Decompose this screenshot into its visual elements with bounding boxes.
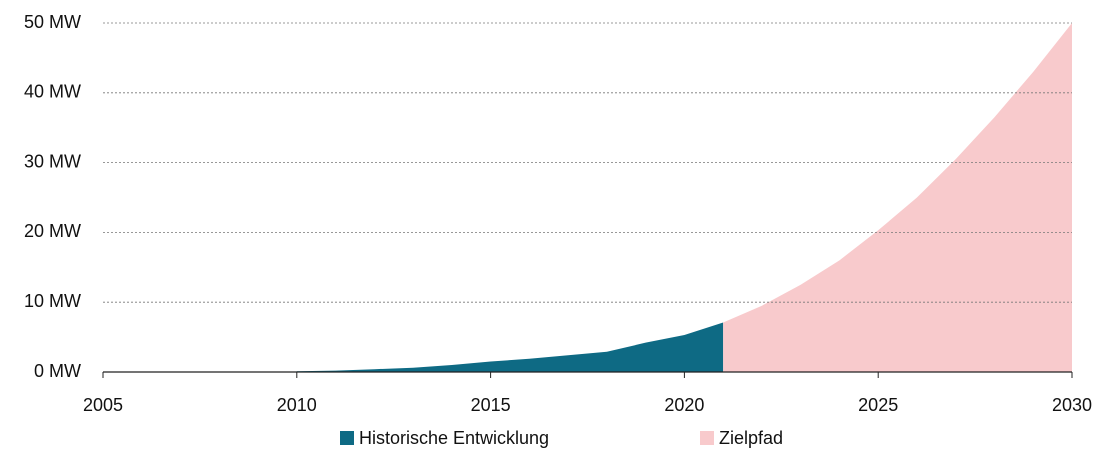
legend-label: Historische Entwicklung bbox=[359, 428, 549, 448]
x-tick-label: 2030 bbox=[1052, 395, 1092, 415]
y-tick-label: 0 MW bbox=[34, 361, 81, 381]
legend-label: Zielpfad bbox=[719, 428, 783, 448]
y-tick-label: 40 MW bbox=[24, 82, 81, 102]
x-tick-label: 2005 bbox=[83, 395, 123, 415]
legend-swatch bbox=[700, 431, 714, 445]
x-tick-label: 2025 bbox=[858, 395, 898, 415]
legend-swatch bbox=[340, 431, 354, 445]
x-tick-label: 2020 bbox=[664, 395, 704, 415]
x-tick-label: 2010 bbox=[277, 395, 317, 415]
area bbox=[296, 322, 724, 372]
y-tick-label: 20 MW bbox=[24, 221, 81, 241]
y-tick-label: 10 MW bbox=[24, 291, 81, 311]
x-tick-label: 2015 bbox=[471, 395, 511, 415]
area bbox=[723, 23, 1072, 372]
y-tick-label: 50 MW bbox=[24, 12, 81, 32]
y-tick-label: 30 MW bbox=[24, 151, 81, 171]
